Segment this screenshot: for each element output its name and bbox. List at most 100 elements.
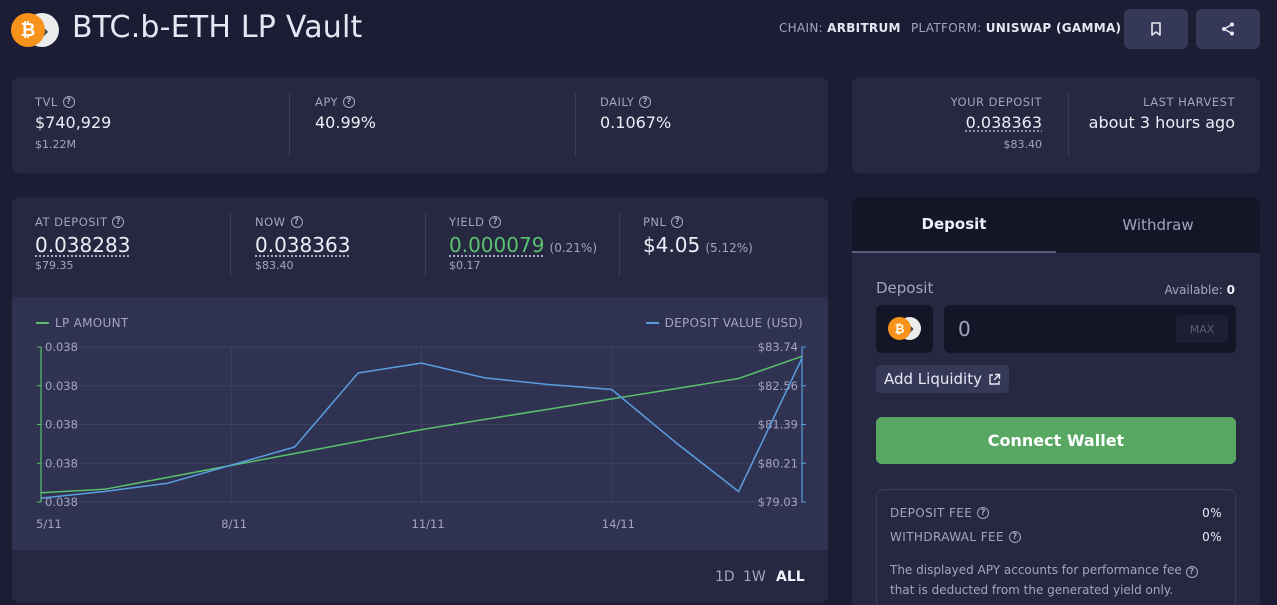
vault-logo: ◆ ₿ [11, 12, 61, 48]
pnl-stat: PNL? $4.05 (5.12%) [643, 215, 753, 257]
y-left-tick-label: 0.038 [45, 495, 78, 509]
bookmark-icon [1151, 22, 1161, 36]
your-deposit-label: YOUR DEPOSIT [950, 95, 1042, 109]
help-icon[interactable]: ? [977, 507, 990, 519]
tvl-label: TVL [35, 95, 58, 109]
now-sub: $83.40 [255, 259, 294, 272]
your-deposit-stat: YOUR DEPOSIT 0.038363 $83.40 [951, 95, 1042, 151]
tvl-value: $740,929 [35, 113, 112, 132]
withdrawal-fee-label: WITHDRAWAL FEE [890, 530, 1004, 544]
help-icon[interactable]: ? [290, 216, 303, 228]
pnl-label: PNL [643, 215, 667, 229]
your-deposit-value: 0.038363 [965, 113, 1042, 132]
timeframe-1d[interactable]: 1D [715, 569, 735, 585]
y-left-tick-label: 0.038 [45, 456, 78, 470]
help-icon[interactable]: ? [489, 216, 502, 228]
max-button[interactable]: MAX [1176, 315, 1228, 343]
pnl-pct: (5.12%) [705, 241, 753, 255]
divider [619, 213, 620, 277]
apy-value: 40.99% [315, 113, 377, 132]
last-harvest-stat: LAST HARVEST about 3 hours ago [1089, 95, 1235, 132]
tab-deposit[interactable]: Deposit [852, 197, 1056, 253]
legend-swatch [645, 322, 659, 324]
help-icon[interactable]: ? [639, 96, 652, 108]
y-left-tick-label: 0.038 [45, 418, 78, 432]
y-right-tick-label: $83.74 [758, 340, 798, 354]
fee-note-part1: The displayed APY accounts for performan… [890, 563, 1182, 577]
add-liquidity-link[interactable]: Add Liquidity [876, 365, 1009, 393]
share-button[interactable] [1196, 9, 1260, 49]
help-icon[interactable]: ? [112, 216, 125, 228]
deposit-fee-value: 0% [1202, 506, 1222, 520]
divider [1068, 93, 1069, 157]
help-icon[interactable]: ? [62, 96, 75, 108]
platform-label: PLATFORM: [911, 21, 982, 35]
x-tick-label: 11/11 [412, 517, 445, 531]
chain-value: ARBITRUM [827, 21, 901, 35]
x-tick-label: 8/11 [221, 517, 247, 531]
deposit-amount-input[interactable]: 0 MAX [944, 305, 1236, 353]
last-harvest-label: LAST HARVEST [1143, 95, 1235, 109]
add-liquidity-label: Add Liquidity [884, 370, 982, 388]
chart-area: LP AMOUNT DEPOSIT VALUE (USD) 0.038 $83.7… [12, 297, 828, 550]
position-card: YOUR DEPOSIT 0.038363 $83.40 LAST HARVES… [852, 77, 1260, 173]
timeframe-all[interactable]: ALL [776, 569, 805, 585]
tvl-sub: $1.22M [35, 138, 76, 151]
platform-value: UNISWAP (GAMMA) [985, 21, 1122, 35]
pnl-value: $4.05 [643, 233, 701, 257]
y-right-tick-label: $80.21 [758, 456, 798, 470]
divider [230, 213, 231, 277]
deposit-withdraw-tabs: Deposit Withdraw [852, 197, 1260, 253]
yield-stat: YIELD? 0.000079 (0.21%) $0.17 [449, 215, 597, 272]
token-selector[interactable]: ◆ ₿ [876, 305, 933, 353]
legend-label: DEPOSIT VALUE (USD) [664, 316, 803, 330]
available-value: 0 [1226, 283, 1235, 297]
y-right-tick-label: $81.39 [758, 418, 798, 432]
y-left-tick-label: 0.038 [45, 340, 78, 354]
daily-label: DAILY [600, 95, 635, 109]
available-label: Available: [1164, 283, 1223, 297]
y-right-tick-label: $79.03 [758, 495, 798, 509]
your-deposit-sub: $83.40 [1003, 138, 1043, 151]
help-icon[interactable]: ? [343, 96, 356, 108]
timeframe-1w[interactable]: 1W [743, 569, 766, 585]
chain-info: CHAIN: ARBITRUM [779, 21, 901, 35]
external-link-icon [989, 373, 1001, 385]
at-deposit-label: AT DEPOSIT [35, 215, 108, 229]
yield-sub: $0.17 [449, 259, 481, 272]
deposit-amount-value: 0 [958, 317, 971, 341]
platform-info: PLATFORM: UNISWAP (GAMMA) [911, 21, 1121, 35]
share-icon [1222, 22, 1234, 36]
y-left-tick-label: 0.038 [45, 379, 78, 393]
tvl-stat: TVL? $740,929 $1.22M [35, 95, 111, 151]
divider [575, 93, 576, 157]
legend-deposit-value: DEPOSIT VALUE (USD) [645, 316, 803, 330]
line-chart: 0.038 $83.740.038 $82.560.038 $81.390.038 $8… [36, 340, 806, 531]
page-title: BTC.b-ETH LP Vault [72, 10, 363, 45]
legend-label: LP AMOUNT [55, 316, 129, 330]
now-label: NOW [255, 215, 286, 229]
withdrawal-fee-value: 0% [1202, 530, 1222, 544]
series-line-deposit-value [40, 357, 803, 499]
help-icon[interactable]: ? [1009, 531, 1021, 543]
chain-label: CHAIN: [779, 21, 823, 35]
fee-note: The displayed APY accounts for performan… [890, 560, 1222, 600]
connect-wallet-button[interactable]: Connect Wallet [876, 417, 1236, 464]
yield-pct: (0.21%) [549, 241, 598, 255]
now-value: 0.038363 [255, 233, 351, 257]
deposit-label: Deposit [876, 279, 934, 297]
deposit-fee-row: DEPOSIT FEE? 0% [890, 506, 1222, 520]
x-tick-label: 14/11 [602, 517, 635, 531]
at-deposit-sub: $79.35 [35, 259, 74, 272]
help-icon[interactable]: ? [1185, 566, 1198, 578]
tab-withdraw[interactable]: Withdraw [1122, 216, 1194, 234]
last-harvest-value: about 3 hours ago [1088, 113, 1235, 132]
divider [289, 93, 290, 157]
help-icon[interactable]: ? [671, 216, 684, 228]
bookmark-button[interactable] [1124, 9, 1188, 49]
daily-value: 0.1067% [600, 113, 672, 132]
apy-label: APY [315, 95, 339, 109]
series-line-lp-amount [40, 355, 803, 494]
at-deposit-value: 0.038283 [35, 233, 131, 257]
legend-swatch [36, 322, 49, 324]
